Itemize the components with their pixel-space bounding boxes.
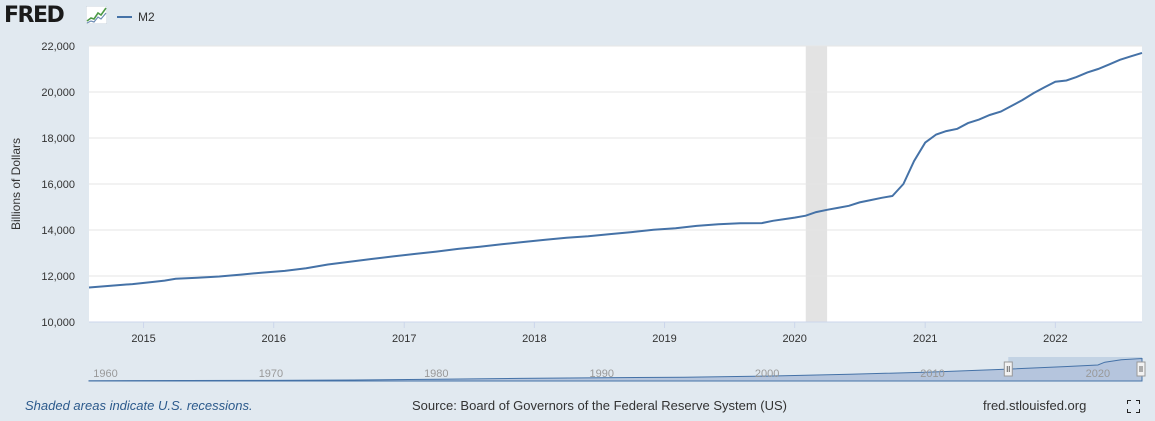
navigator-left-handle[interactable] — [1003, 361, 1013, 377]
fred-logo[interactable]: FRED — [4, 3, 65, 28]
y-axis-ticks: 10,000 12,000 14,000 16,000 18,000 20,000 22,0… — [41, 41, 75, 329]
chart-area[interactable]: 10,000 12,000 14,000 16,000 18,000 20,000 22,0… — [0, 0, 1155, 392]
y-tick-label: 22,000 — [41, 41, 75, 53]
series-line-m2[interactable] — [88, 51, 1143, 289]
legend-label-m2: M2 — [138, 10, 155, 24]
navigator-year-label: 1960 — [93, 368, 117, 380]
source-text: Source: Board of Governors of the Federa… — [412, 398, 787, 413]
x-tick-label: 2019 — [652, 333, 676, 345]
x-tick-label: 2020 — [782, 333, 806, 345]
y-tick-label: 16,000 — [41, 179, 75, 191]
site-link[interactable]: fred.stlouisfed.org — [983, 398, 1087, 413]
chart-header: FRED M2 — [0, 0, 1155, 34]
navigator-handle-grip[interactable] — [1003, 361, 1013, 377]
x-axis-ticks: 2015 2016 2017 2018 2019 2020 2021 2022 — [89, 321, 1142, 345]
navigator-year-label: 2020 — [1086, 368, 1110, 380]
navigator-handle-grip[interactable] — [1136, 361, 1146, 377]
x-tick-label: 2016 — [261, 333, 285, 345]
navigator-right-handle[interactable] — [1136, 361, 1146, 377]
y-tick-label: 12,000 — [41, 271, 75, 283]
y-axis-label: Billions of Dollars — [9, 138, 23, 230]
x-tick-label: 2015 — [131, 333, 155, 345]
navigator-year-labels: 1960 1970 1980 1990 2000 2010 2020 — [93, 368, 1110, 380]
y-tick-label: 18,000 — [41, 133, 75, 145]
legend-swatch — [117, 16, 132, 18]
fullscreen-icon[interactable] — [1127, 400, 1140, 413]
navigator[interactable]: 1960 1970 1980 1990 2000 2010 2020 — [88, 357, 1146, 382]
navigator-year-label: 2010 — [920, 368, 944, 380]
recession-note: Shaded areas indicate U.S. recessions. — [25, 398, 253, 413]
navigator-year-label: 1990 — [589, 368, 613, 380]
x-tick-label: 2022 — [1043, 333, 1067, 345]
navigator-year-label: 1970 — [259, 368, 283, 380]
x-tick-label: 2018 — [522, 333, 546, 345]
navigator-year-label: 1980 — [424, 368, 448, 380]
x-tick-label: 2017 — [392, 333, 416, 345]
y-tick-label: 20,000 — [41, 87, 75, 99]
navigator-year-label: 2000 — [755, 368, 779, 380]
y-tick-label: 14,000 — [41, 225, 75, 237]
x-tick-label: 2021 — [913, 333, 937, 345]
chart-legend[interactable]: M2 — [117, 10, 155, 24]
navigator-series-area — [88, 357, 1143, 382]
y-tick-label: 10,000 — [41, 317, 75, 329]
fred-logo-chart-icon[interactable] — [86, 6, 107, 24]
